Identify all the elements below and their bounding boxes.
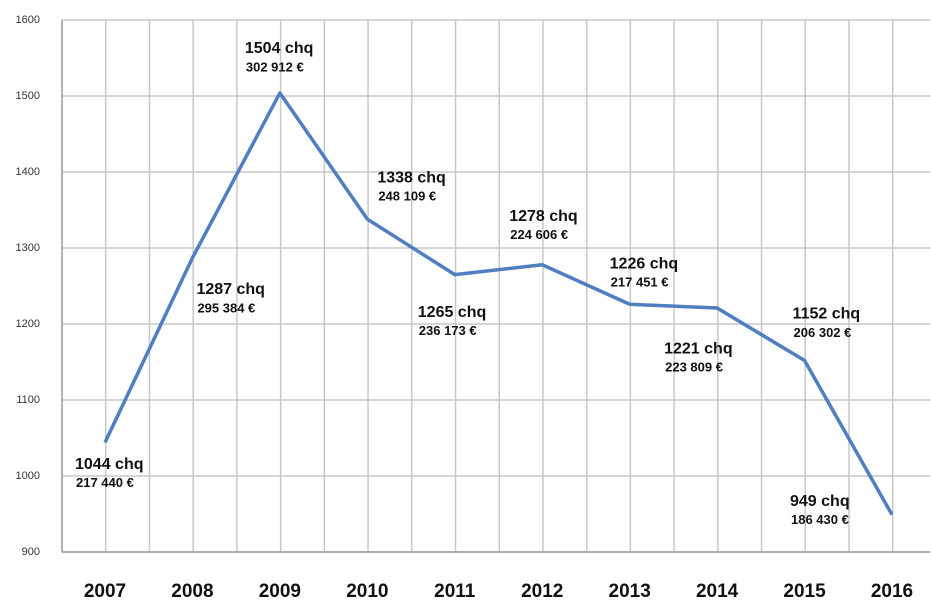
amount-label: 224 606 €	[510, 227, 568, 242]
amount-label: 206 302 €	[794, 325, 852, 340]
value-label: 1152 chq	[793, 306, 861, 323]
x-tick-label: 2010	[346, 581, 388, 602]
amount-label: 223 809 €	[665, 359, 723, 374]
value-label: 1221 chq	[664, 340, 732, 357]
y-tick-label: 1300	[16, 242, 40, 254]
x-tick-label: 2015	[783, 581, 826, 602]
value-label: 1338 chq	[377, 169, 445, 186]
y-tick-label: 1600	[16, 14, 40, 26]
amount-label: 302 912 €	[246, 59, 304, 74]
y-tick-label: 1500	[16, 90, 40, 102]
value-label: 1265 chq	[418, 304, 486, 321]
x-tick-label: 2012	[521, 581, 563, 602]
x-tick-label: 2014	[696, 581, 739, 602]
value-label: 1044 chq	[75, 456, 143, 473]
x-tick-label: 2013	[609, 581, 651, 602]
x-tick-label: 2009	[259, 581, 301, 602]
y-tick-label: 1000	[16, 470, 40, 482]
amount-label: 186 430 €	[791, 512, 849, 527]
amount-label: 295 384 €	[197, 300, 255, 315]
x-tick-label: 2008	[171, 581, 213, 602]
x-tick-label: 2007	[84, 581, 126, 602]
x-tick-label: 2011	[434, 581, 476, 602]
value-label: 1226 chq	[610, 255, 678, 272]
value-label: 1278 chq	[509, 208, 577, 225]
y-tick-label: 1200	[16, 318, 40, 330]
value-label: 1287 chq	[196, 281, 264, 298]
value-label: 1504 chq	[245, 40, 313, 57]
amount-label: 217 440 €	[76, 475, 134, 490]
y-tick-label: 900	[22, 546, 40, 558]
value-label: 949 chq	[790, 493, 850, 510]
amount-label: 236 173 €	[419, 323, 477, 338]
chart: 900 1000 1100 1200 1300 1400 1500 1600 2007 1044 …	[0, 0, 931, 603]
amount-label: 217 451 €	[611, 275, 669, 290]
y-tick-label: 1400	[16, 166, 40, 178]
x-tick-label: 2016	[871, 581, 913, 602]
y-tick-label: 1100	[16, 394, 40, 406]
amount-label: 248 109 €	[378, 189, 436, 204]
